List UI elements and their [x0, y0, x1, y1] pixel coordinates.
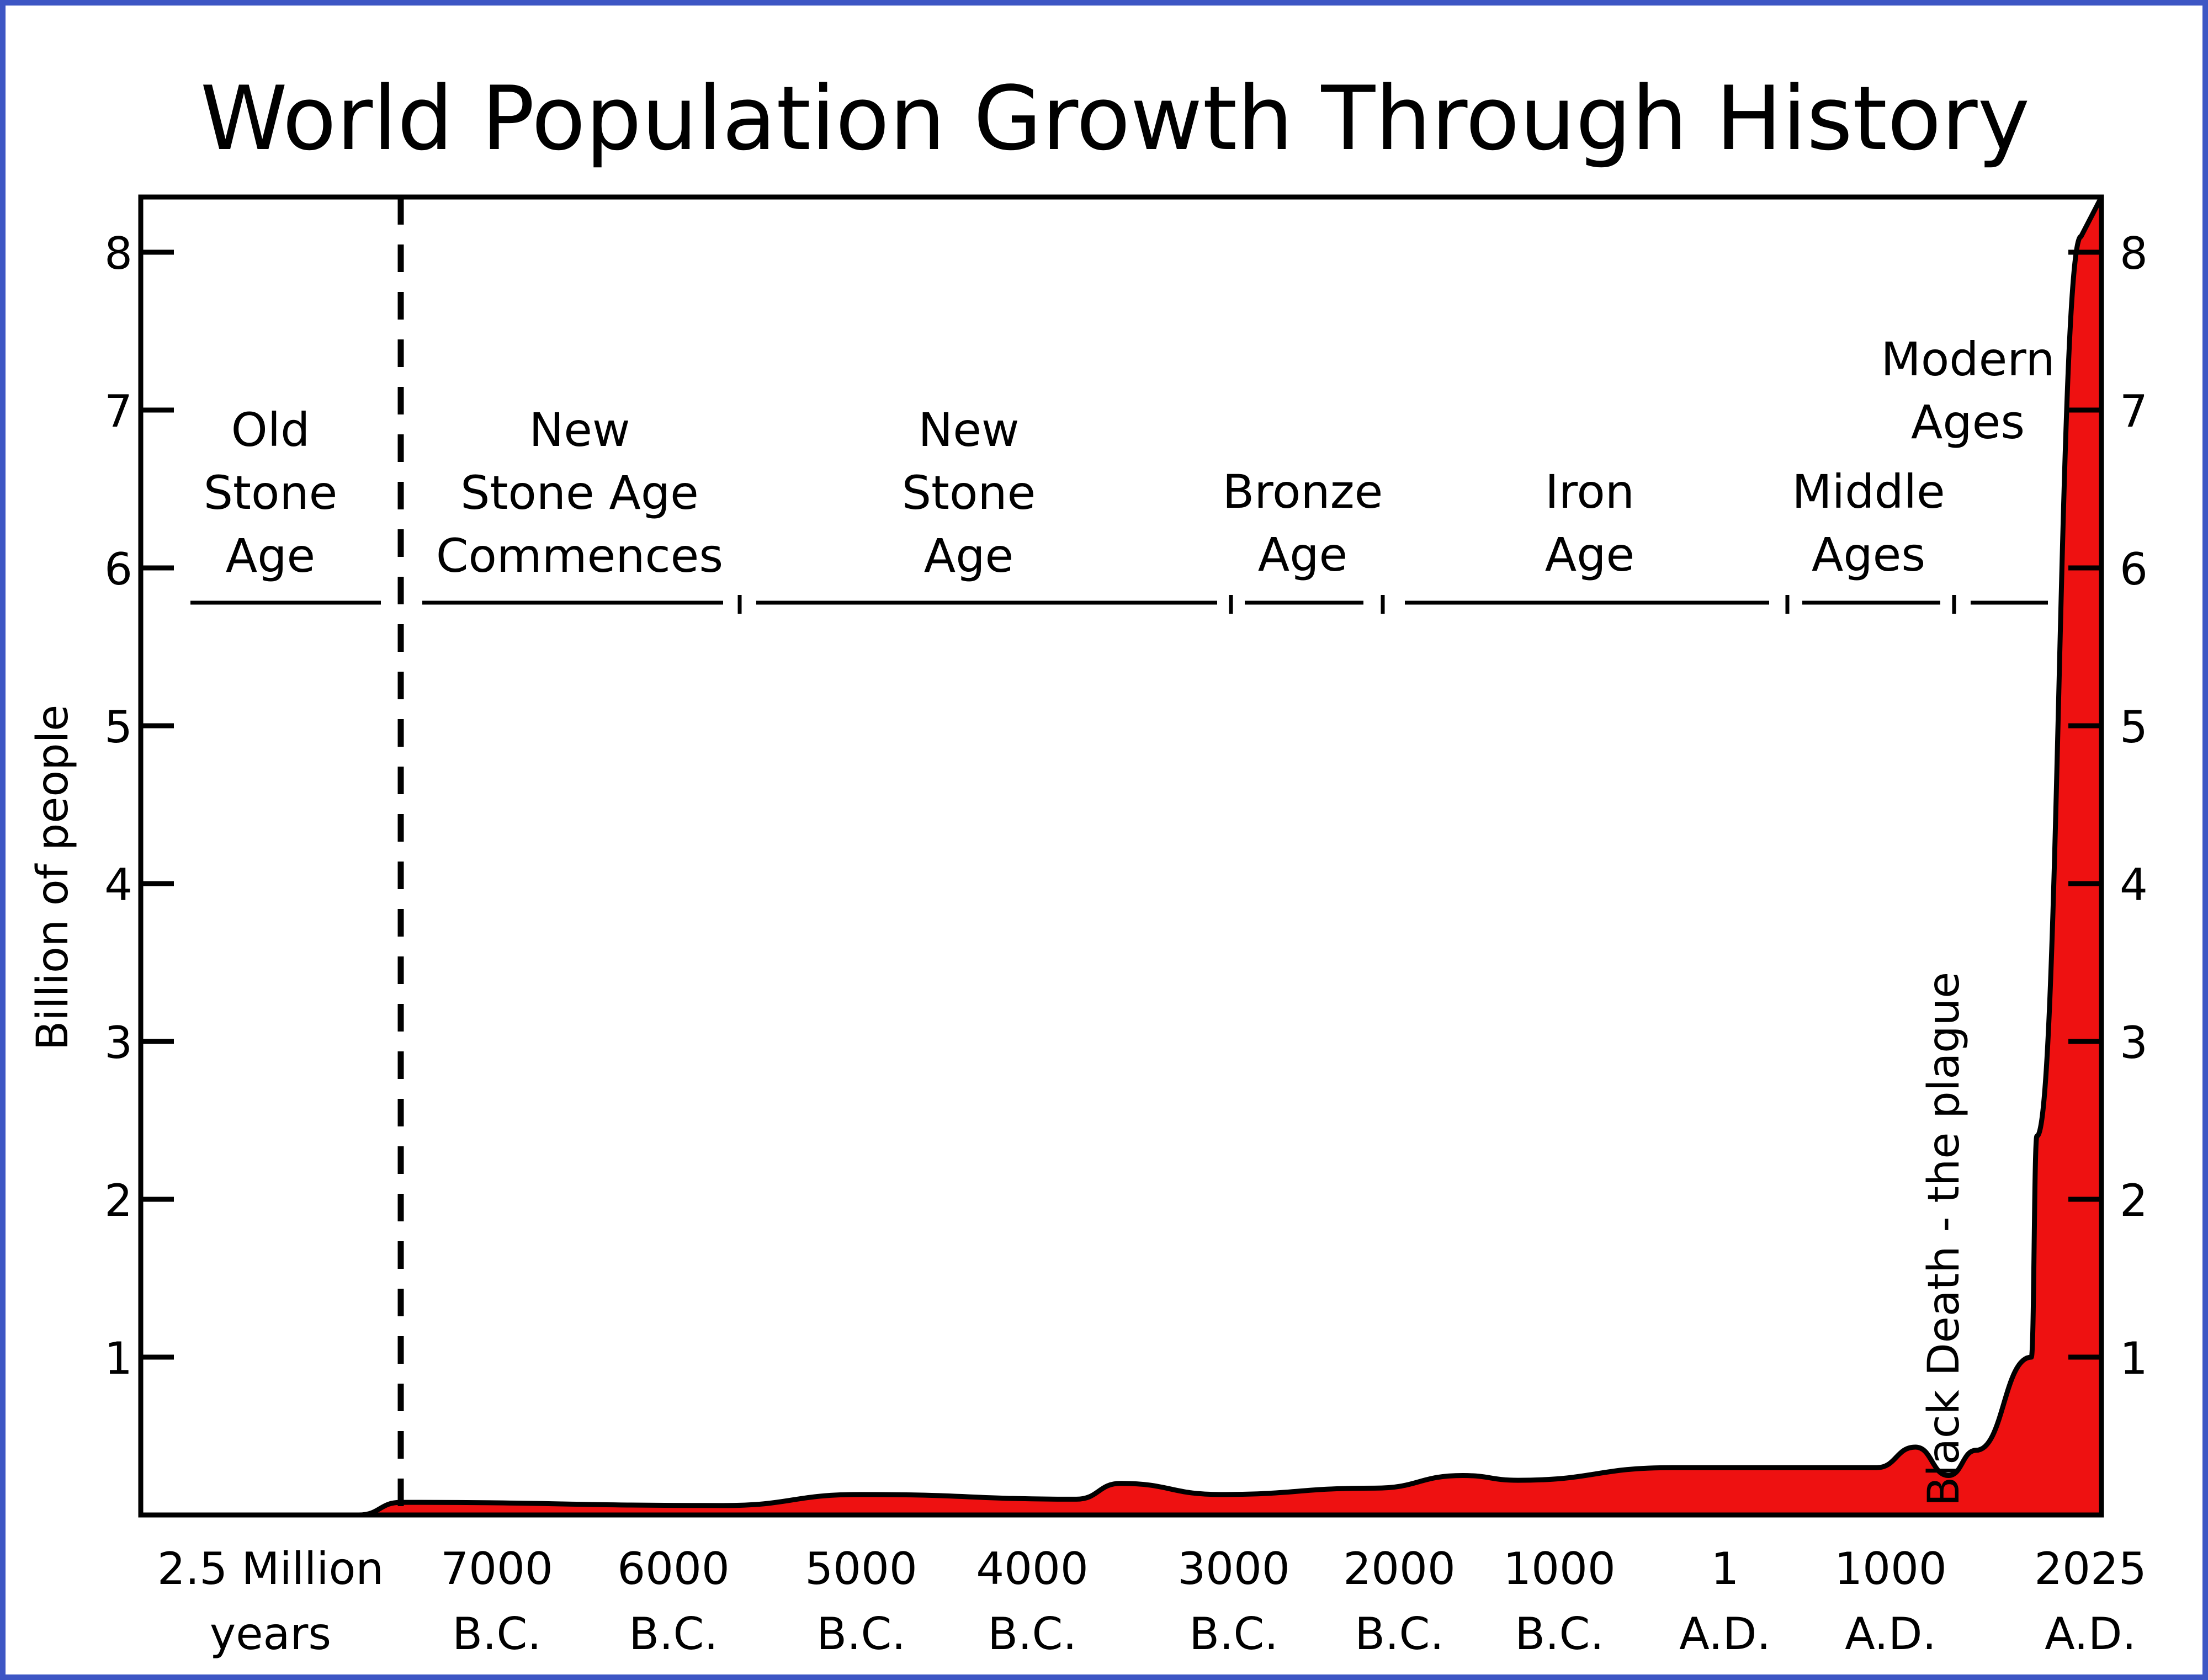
population-area — [356, 194, 2104, 1518]
plot-area-border — [138, 194, 2104, 1518]
y-tick-label-right: 6 — [2120, 544, 2148, 595]
era-timeline: Old Stone Age New Stone Age Commences New Stone… — [190, 332, 2055, 614]
y-tick-label-right: 1 — [2120, 1333, 2148, 1384]
y-tick-label-left: 2 — [104, 1175, 132, 1226]
x-tick-label: 5000 B.C. — [805, 1543, 917, 1660]
y-tick-label-right: 7 — [2120, 386, 2148, 437]
era-label: Bronze Age — [1223, 465, 1383, 582]
x-tick-label: 6000 B.C. — [617, 1543, 730, 1660]
x-tick-label: 1000 A.D. — [1834, 1543, 1947, 1660]
era-label: New Stone Age Commences — [436, 403, 723, 583]
y-tick-label-right: 3 — [2120, 1017, 2148, 1068]
x-tick-label: 3000 B.C. — [1177, 1543, 1290, 1660]
y-tick-label-right: 4 — [2120, 859, 2148, 911]
y-tick-label-left: 5 — [104, 701, 132, 753]
y-tick-label-left: 6 — [104, 544, 132, 595]
era-label: Middle Ages — [1792, 465, 1945, 582]
era-label: New Stone Age — [902, 403, 1036, 583]
y-axis-title: Billion of people — [28, 705, 78, 1051]
x-tick-label: 2025 A.D. — [2034, 1543, 2147, 1660]
chart-title: World Population Growth Through History — [200, 67, 2030, 170]
x-tick-label: 2000 B.C. — [1343, 1543, 1456, 1660]
era-label: Old Stone Age — [204, 403, 338, 583]
y-tick-label-right: 5 — [2120, 701, 2148, 753]
y-tick-label-right: 8 — [2120, 228, 2148, 279]
y-tick-label-left: 8 — [104, 228, 132, 279]
y-tick-label-right: 2 — [2120, 1175, 2148, 1226]
population-area-layer — [356, 194, 2104, 1518]
x-tick-label: 2.5 Million years — [157, 1543, 384, 1660]
y-tick-label-left: 1 — [104, 1333, 132, 1384]
era-label: Iron Age — [1545, 465, 1634, 582]
black-death-annotation: Black Death - the plague — [1919, 972, 1969, 1506]
x-tick-label: 1 A.D. — [1679, 1543, 1771, 1660]
y-tick-label-left: 7 — [104, 386, 132, 437]
x-tick-label: 7000 B.C. — [440, 1543, 553, 1660]
y-tick-label-left: 3 — [104, 1017, 132, 1068]
y-axis-left: 1 2 3 4 5 6 7 8 — [104, 228, 174, 1384]
x-tick-label: 4000 B.C. — [976, 1543, 1089, 1660]
x-axis: 2.5 Million years 7000 B.C. 6000 B.C. 5000 B.C.… — [157, 1543, 2147, 1660]
y-tick-label-left: 4 — [104, 859, 132, 911]
y-axis-right: 1 2 3 4 5 6 7 8 — [2068, 228, 2148, 1384]
x-tick-label: 1000 B.C. — [1503, 1543, 1616, 1660]
era-label: Modern Ages — [1881, 332, 2055, 449]
